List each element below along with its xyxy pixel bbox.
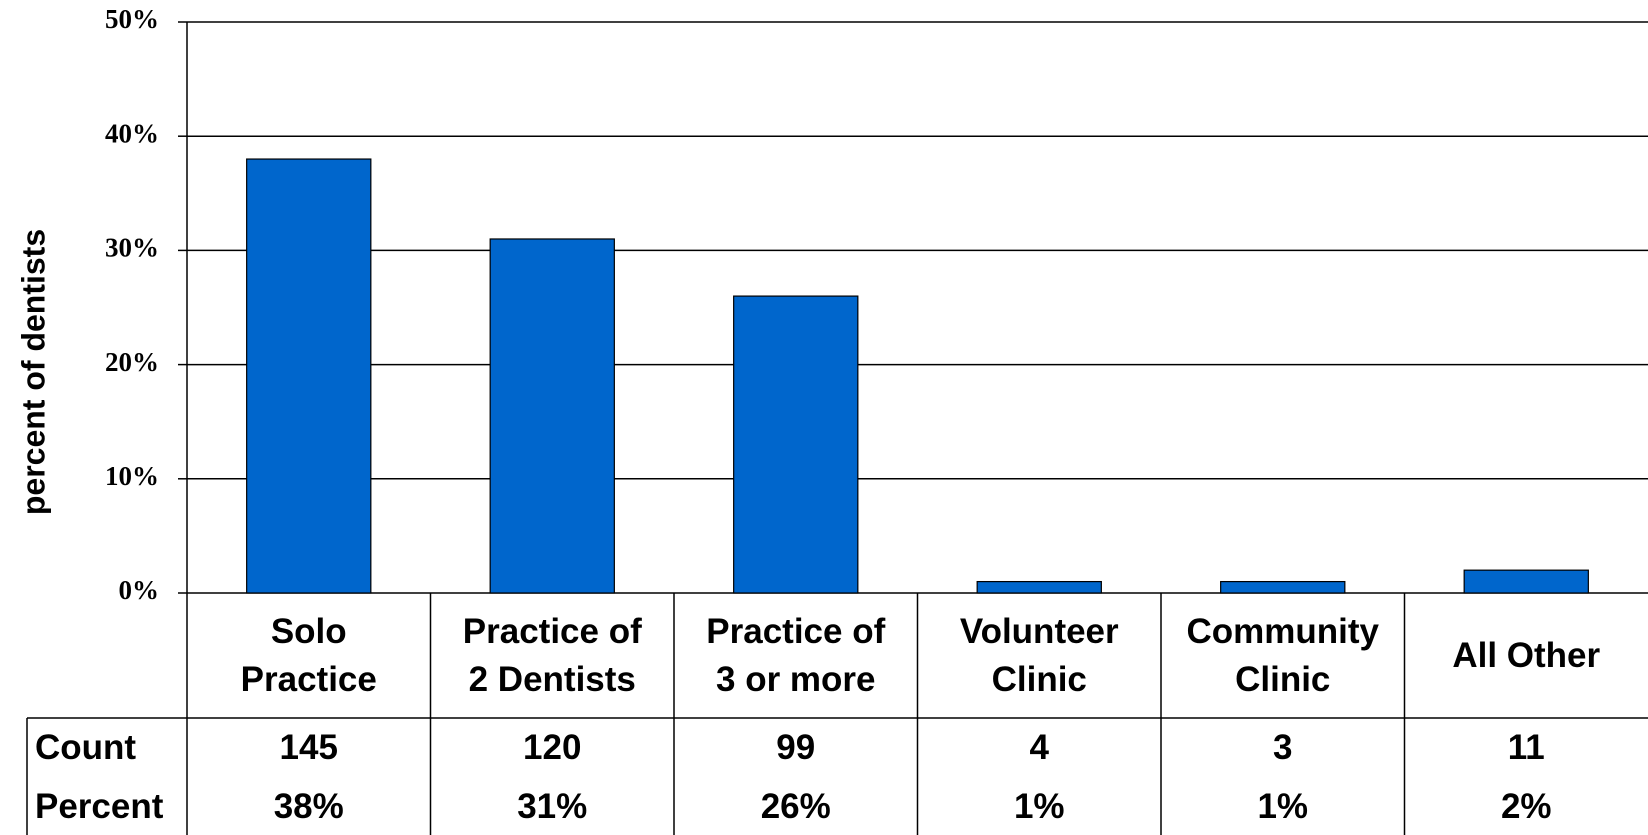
y-tick-label: 40% <box>105 118 159 148</box>
value-label: 2% <box>1500 786 1552 826</box>
value-label: 1% <box>1257 786 1309 826</box>
bar <box>976 580 1102 594</box>
x-tick-label: Volunteer Clinic <box>959 611 1119 699</box>
y-tick-label: 50% <box>105 4 159 34</box>
y-axis-label: percent of dentists <box>15 229 51 515</box>
y-tick-label: 30% <box>105 233 159 263</box>
count-label: 99 <box>776 728 816 767</box>
x-tick-label: Practice of 3 or more <box>706 611 886 699</box>
y-tick-label: 20% <box>105 347 159 377</box>
count-label: 4 <box>1029 728 1049 767</box>
bar <box>1220 580 1346 594</box>
count-label: 120 <box>523 728 582 767</box>
count-label: 3 <box>1273 728 1293 767</box>
y-tick-label: 0% <box>119 575 160 605</box>
count-label: 145 <box>279 728 338 767</box>
row-label: Percent <box>35 786 164 826</box>
x-tick-label: Solo Practice <box>240 611 377 699</box>
value-label: 1% <box>1013 786 1065 826</box>
x-tick-label: Community Clinic <box>1186 611 1380 699</box>
bar <box>1463 569 1589 594</box>
value-label: 26% <box>760 786 831 826</box>
count-label: 11 <box>1507 728 1545 767</box>
row-label: Count <box>35 728 137 767</box>
x-tick-label: Practice of 2 Dentists <box>462 611 642 699</box>
value-label: 31% <box>517 786 588 826</box>
bar <box>246 158 372 594</box>
bar <box>733 295 859 594</box>
y-tick-label: 10% <box>105 461 159 491</box>
x-tick-label: All Other <box>1452 635 1601 675</box>
value-label: 38% <box>273 786 344 826</box>
bar <box>489 238 615 594</box>
